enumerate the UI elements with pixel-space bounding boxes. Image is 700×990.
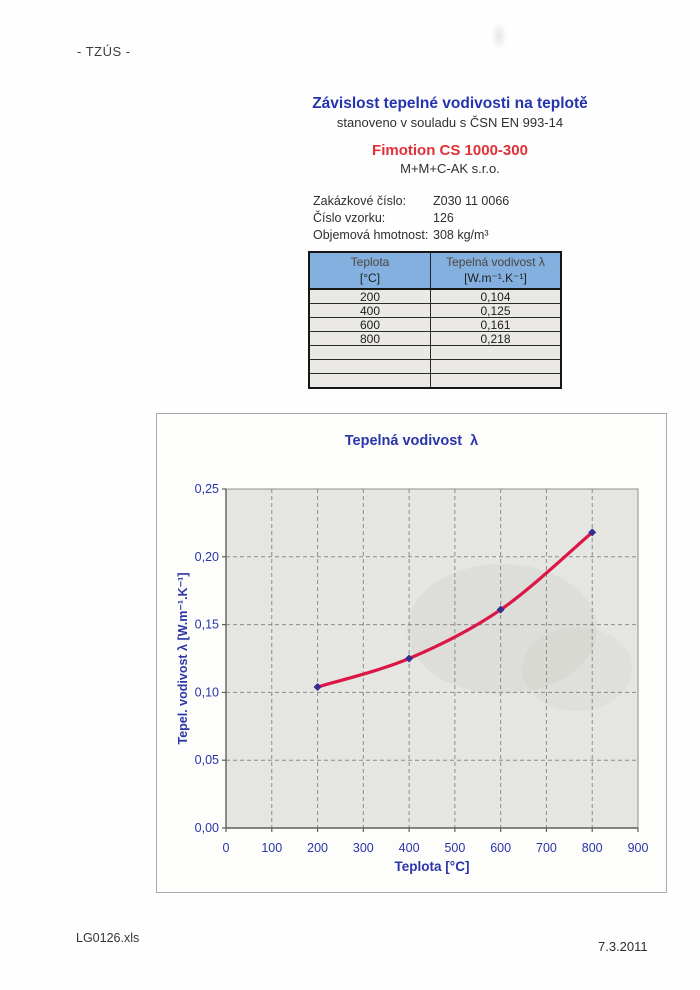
x-tick-label: 500 [444, 841, 465, 855]
table-cell [308, 345, 431, 360]
document-title: Závislost tepelné vodivosti na teplotě [312, 95, 588, 112]
x-tick-label: 400 [399, 841, 420, 855]
data-point-marker [588, 528, 597, 537]
metadata-field-row: Číslo vzorku: 126 [313, 211, 509, 228]
column-unit: [W.m⁻¹.K⁻¹] [464, 271, 527, 285]
x-tick-label: 900 [628, 841, 649, 855]
x-tick-label: 200 [307, 841, 328, 855]
column-unit: [°C] [359, 271, 381, 285]
table-cell: 0,161 [430, 317, 562, 332]
x-tick-label: 600 [490, 841, 511, 855]
footer-date: 7.3.2011 [598, 939, 648, 954]
table-column-header: Tepelná vodivost λ [W.m⁻¹.K⁻¹] [430, 251, 562, 290]
y-axis-title: Tepel. vodivost λ [W.m⁻¹.K⁻¹] [176, 572, 190, 744]
field-label: Zakázkové číslo: [313, 194, 407, 208]
scan-smudge [522, 627, 632, 711]
y-tick-label: 0,15 [195, 618, 219, 632]
table-cell: 0,125 [430, 303, 562, 318]
field-value: 126 [433, 211, 454, 225]
metadata-field-row: Zakázkové číslo: Z030 11 0066 [313, 194, 509, 211]
x-tick-label: 0 [223, 841, 230, 855]
table-cell: 200 [308, 288, 431, 304]
x-tick-label: 700 [536, 841, 557, 855]
table-cell [430, 359, 562, 374]
y-tick-label: 0,05 [195, 753, 219, 767]
table-cell [430, 373, 562, 389]
x-axis-title: Teplota [°C] [395, 859, 470, 874]
x-tick-label: 300 [353, 841, 374, 855]
table-header-row: Teplota [°C] Tepelná vodivost λ [W.m⁻¹.K⁻¹] [308, 251, 562, 290]
field-value: Z030 11 0066 [433, 194, 510, 208]
table-empty-row [308, 345, 562, 360]
column-title: Teplota [350, 255, 390, 269]
y-tick-label: 0,20 [195, 550, 219, 564]
chart-title: Tepelná vodivost λ [344, 433, 479, 449]
y-tick-label: 0,00 [195, 821, 219, 835]
footer-filename: LG0126.xls [76, 931, 140, 945]
table-cell [308, 373, 431, 389]
column-title: Tepelná vodivost λ [446, 255, 545, 269]
field-value: 308 kg/m³ [433, 228, 489, 242]
table-row: 600 0,161 [308, 317, 562, 332]
table-row: 400 0,125 [308, 303, 562, 318]
org-mark: - TZÚS - [77, 44, 131, 59]
results-table-body: 200 0,104 400 0,125 600 0,161 800 0,218 [308, 288, 562, 389]
line-chart: 0 100 200 300 400 500 600 700 800 900 0,00 0,05 0,10… [176, 482, 649, 874]
plot-area [225, 488, 639, 829]
chart-frame: Tepelná vodivost λ 0 100 200 300 400 500 600 70… [156, 413, 667, 893]
table-column-header: Teplota [°C] [308, 251, 431, 290]
field-label: Objemová hmotnost: [313, 228, 429, 242]
y-tick-label: 0,10 [195, 685, 219, 699]
field-label: Číslo vzorku: [313, 211, 386, 225]
x-tick-label: 100 [261, 841, 282, 855]
product-name: Fimotion CS 1000-300 [372, 142, 528, 159]
table-cell: 0,104 [430, 288, 562, 304]
metadata-field-row: Objemová hmotnost: 308 kg/m³ [313, 228, 509, 245]
table-cell [308, 359, 431, 374]
y-tick-label: 0,25 [195, 482, 219, 496]
x-tick-label: 800 [582, 841, 603, 855]
table-row: 800 0,218 [308, 331, 562, 346]
data-series-line [316, 530, 594, 689]
table-row: 200 0,104 [308, 288, 562, 304]
company-name: M+M+C-AK s.r.o. [400, 161, 500, 176]
table-cell: 400 [308, 303, 431, 318]
table-cell: 800 [308, 331, 431, 346]
data-point-marker [496, 605, 505, 614]
table-empty-row [308, 373, 562, 389]
results-table: Teplota [°C] Tepelná vodivost λ [W.m⁻¹.K⁻¹]… [308, 251, 562, 389]
table-cell: 0,218 [430, 331, 562, 346]
data-point-marker [405, 654, 414, 663]
table-cell [430, 345, 562, 360]
scan-artifact [491, 22, 507, 50]
document-subtitle: stanoveno v souladu s ČSN EN 993-14 [336, 115, 564, 130]
table-cell: 600 [308, 317, 431, 332]
table-empty-row [308, 359, 562, 374]
data-point-marker [313, 682, 322, 691]
metadata-fields: Zakázkové číslo: Z030 11 0066 Číslo vzorku… [313, 194, 509, 245]
results-table-head: Teplota [°C] Tepelná vodivost λ [W.m⁻¹.K⁻¹] [308, 251, 562, 290]
